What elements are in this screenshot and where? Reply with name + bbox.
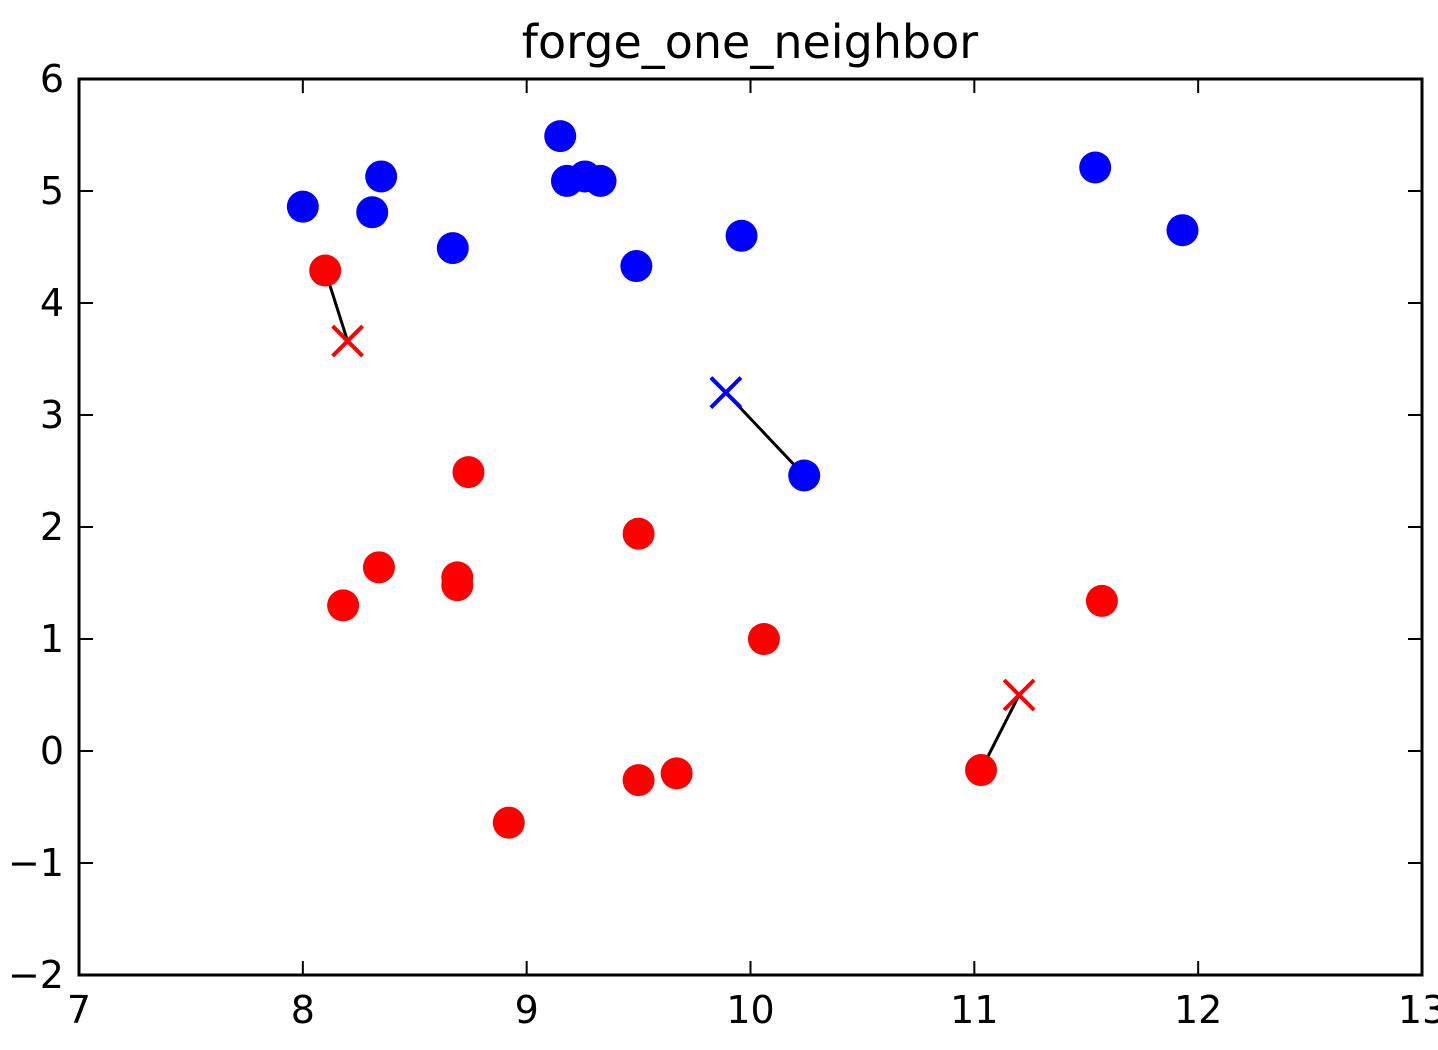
cross-marker	[331, 324, 365, 358]
y-tick-label: 6	[40, 57, 64, 101]
y-tick-label: −2	[8, 953, 64, 997]
data-point	[362, 551, 395, 584]
data-point	[747, 623, 780, 655]
x-tick-label: 8	[291, 988, 315, 1032]
cross-marker	[1002, 678, 1036, 712]
data-point	[1085, 584, 1118, 617]
cross-marker	[709, 376, 743, 410]
y-tick-label: 1	[40, 617, 64, 661]
data-point	[584, 164, 617, 197]
data-point	[492, 806, 525, 839]
cross-marker-stroke	[709, 376, 743, 410]
y-tick-label: 5	[40, 169, 64, 213]
chart-title: forge_one_neighbor	[522, 15, 978, 69]
data-point	[309, 254, 342, 287]
data-point	[436, 232, 469, 265]
x-tick-label: 12	[1174, 988, 1222, 1032]
y-tick-label: 4	[40, 281, 64, 325]
data-point	[452, 456, 485, 489]
data-point	[1079, 151, 1112, 184]
x-tick-label: 13	[1398, 988, 1438, 1032]
data-point	[356, 196, 389, 229]
data-point	[286, 190, 319, 223]
data-point	[660, 757, 693, 790]
x-tick-label: 7	[67, 988, 91, 1032]
cross-marker-stroke	[1002, 678, 1036, 712]
cross-marker-stroke	[331, 324, 365, 358]
data-point	[1166, 214, 1199, 247]
data-point	[622, 764, 655, 797]
plot-area	[286, 120, 1199, 839]
x-tick-label: 10	[726, 988, 774, 1032]
x-tick-label: 9	[515, 988, 539, 1032]
data-point	[441, 569, 474, 602]
data-point	[544, 120, 577, 153]
y-tick-label: 3	[40, 393, 64, 437]
data-point	[327, 589, 360, 622]
x-tick-label: 11	[950, 988, 998, 1032]
data-point	[620, 250, 653, 283]
plot-frame	[77, 77, 1424, 977]
y-tick-label: 0	[40, 729, 64, 773]
y-tick-label: 2	[40, 505, 64, 549]
data-point	[622, 517, 655, 550]
data-point	[725, 219, 758, 252]
data-point	[965, 754, 998, 787]
y-tick-label: −1	[8, 841, 64, 885]
data-point	[788, 459, 821, 492]
data-point	[365, 160, 398, 193]
